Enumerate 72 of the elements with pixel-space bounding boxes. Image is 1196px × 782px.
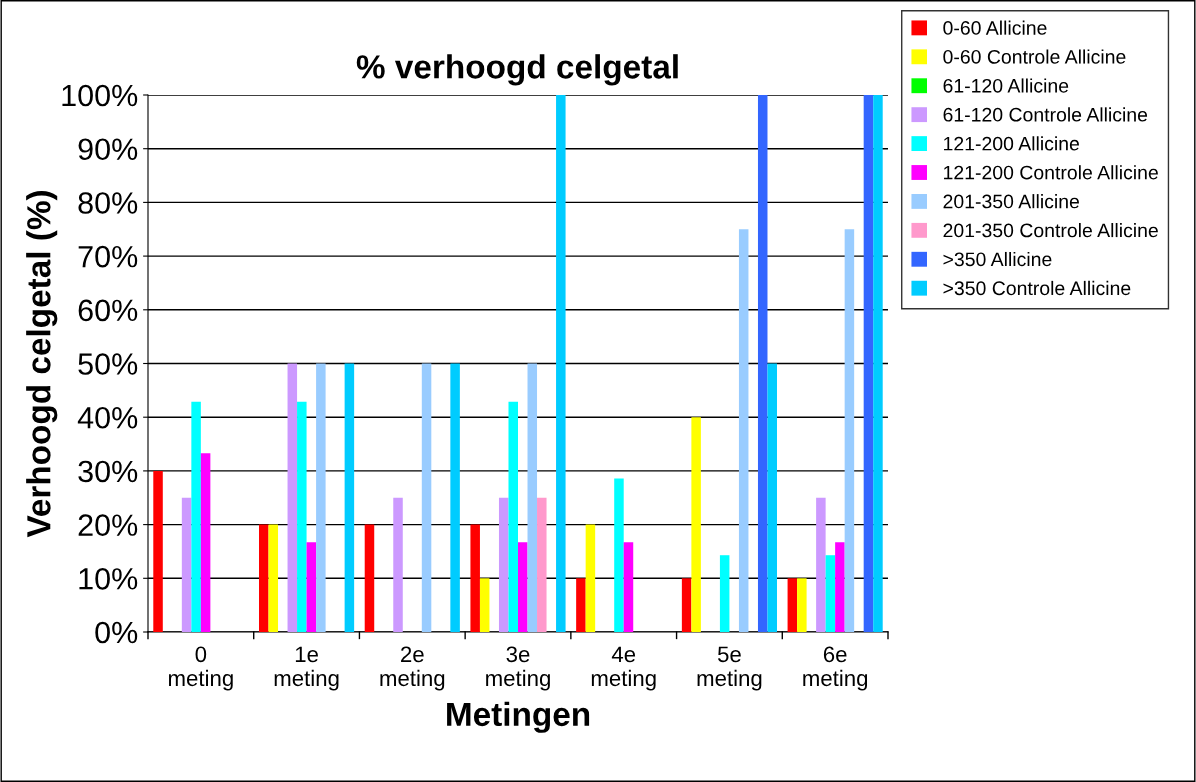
bar bbox=[191, 401, 201, 632]
legend-label: 0-60 Allicine bbox=[943, 20, 1047, 35]
bar bbox=[844, 229, 855, 632]
bar bbox=[825, 555, 836, 632]
bar bbox=[527, 363, 538, 632]
bar bbox=[200, 453, 211, 632]
x-tick-label: 2e meting bbox=[380, 646, 445, 691]
bar bbox=[585, 524, 596, 632]
bar bbox=[470, 524, 480, 632]
bar bbox=[421, 363, 432, 632]
x-tick-label: 3e meting bbox=[486, 646, 550, 691]
bar bbox=[797, 578, 807, 632]
bar bbox=[873, 95, 883, 632]
legend-label: >350 Allicine bbox=[943, 251, 1052, 267]
bar bbox=[450, 363, 460, 632]
y-tick-label: 0% bbox=[95, 621, 138, 644]
bar bbox=[498, 497, 509, 632]
bar bbox=[719, 555, 730, 632]
y-tick-label: 10% bbox=[79, 568, 138, 590]
y-tick-label: 80% bbox=[78, 192, 138, 214]
bar bbox=[614, 478, 624, 632]
y-tick-label: 60% bbox=[78, 299, 138, 322]
bar bbox=[306, 542, 317, 632]
legend-label: 61-120 Allicine bbox=[943, 78, 1069, 93]
bar bbox=[518, 542, 528, 632]
bar bbox=[364, 524, 375, 632]
legend-label: 201-350 Allicine bbox=[943, 194, 1079, 209]
y-tick-label: 30% bbox=[78, 460, 138, 483]
legend-label: 61-120 Controle Allicine bbox=[943, 107, 1148, 122]
bar bbox=[757, 95, 768, 632]
bar bbox=[556, 95, 566, 632]
x-tick-label: 4e meting bbox=[591, 646, 656, 691]
legend-label: 201-350 Controle Allicine bbox=[943, 223, 1158, 238]
chart-title: % verhoogd celgetal bbox=[356, 54, 678, 86]
bar bbox=[287, 363, 298, 632]
bar bbox=[297, 401, 307, 632]
y-tick-label: 90% bbox=[78, 138, 138, 161]
y-tick-label: 50% bbox=[78, 353, 138, 375]
bar bbox=[537, 497, 547, 632]
bar bbox=[344, 363, 355, 632]
bar bbox=[393, 497, 403, 632]
bar bbox=[479, 578, 490, 632]
bar bbox=[268, 524, 279, 632]
bar bbox=[816, 497, 826, 632]
bar bbox=[259, 524, 269, 632]
y-tick-label: 100% bbox=[62, 84, 138, 107]
bar bbox=[787, 578, 798, 632]
y-tick-label: 70% bbox=[78, 245, 138, 268]
y-axis-title: Verhoogd celgetal (%) bbox=[26, 191, 58, 538]
x-tick-label: 0 meting bbox=[168, 646, 233, 691]
legend-label: >350 Controle Allicine bbox=[943, 280, 1131, 296]
bar bbox=[681, 578, 692, 632]
bar bbox=[767, 363, 777, 632]
bar bbox=[576, 578, 586, 632]
x-tick-label: 5e meting bbox=[697, 646, 762, 691]
x-tick-label: 6e meting bbox=[803, 646, 868, 691]
legend-label: 121-200 Allicine bbox=[944, 136, 1079, 151]
bar bbox=[508, 401, 518, 632]
x-tick-label: 1e meting bbox=[274, 646, 339, 691]
bar bbox=[153, 470, 163, 632]
bar bbox=[738, 229, 749, 632]
x-axis-title: Metingen bbox=[447, 701, 590, 733]
bar bbox=[835, 542, 845, 632]
y-tick-label: 40% bbox=[77, 406, 138, 429]
bar bbox=[181, 497, 192, 632]
bar bbox=[863, 95, 874, 632]
y-tick-label: 20% bbox=[78, 514, 138, 536]
legend-label: 121-200 Controle Allicine bbox=[944, 165, 1158, 180]
bar bbox=[691, 417, 701, 632]
bar bbox=[316, 363, 326, 632]
bar bbox=[623, 542, 634, 632]
legend-label: 0-60 Controle Allicine bbox=[943, 49, 1126, 64]
